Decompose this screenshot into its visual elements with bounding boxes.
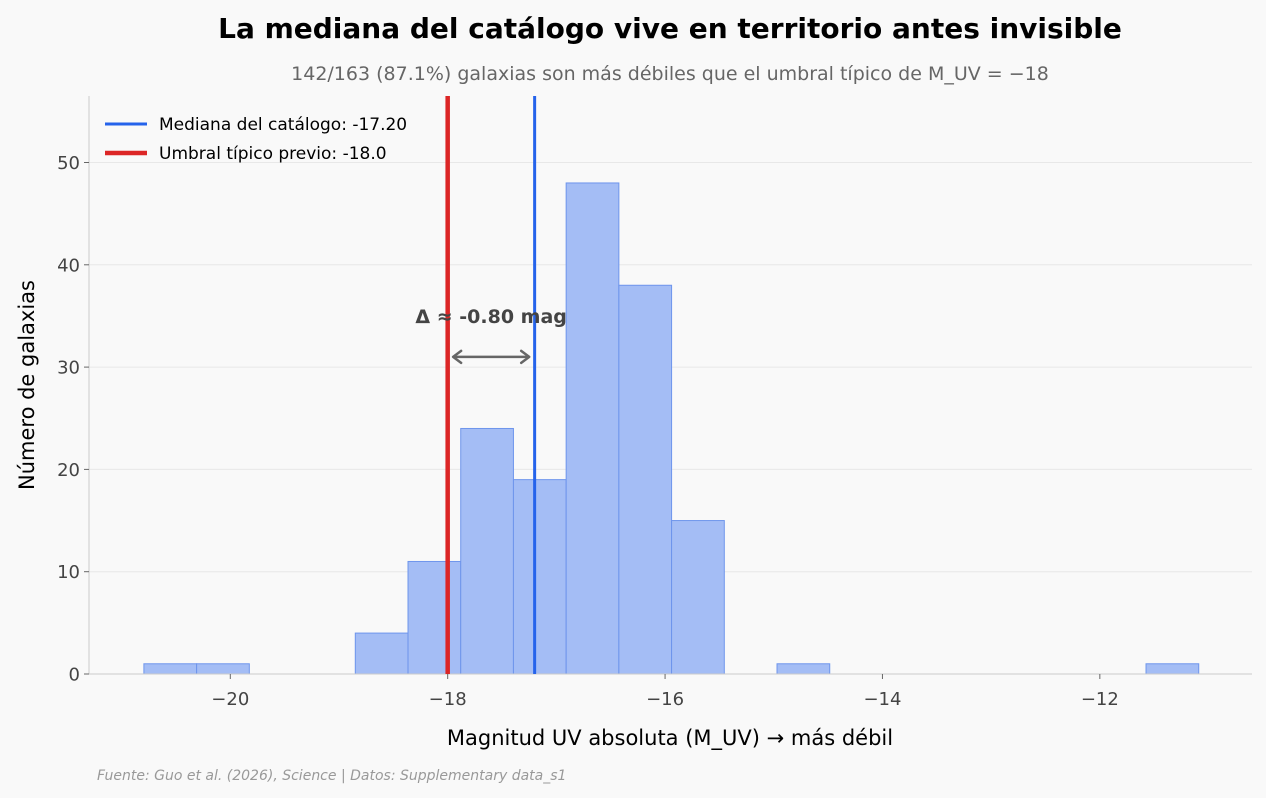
delta-arrow-head-left <box>451 349 463 365</box>
legend-entry: Umbral típico previo: -18.0 <box>159 144 387 164</box>
histogram-bar <box>354 632 409 675</box>
histogram-bar <box>618 284 673 675</box>
histogram-bar <box>196 663 250 675</box>
y-tick-label: 50 <box>57 153 80 174</box>
x-tick-label: −18 <box>429 689 467 710</box>
x-tick-label: −16 <box>646 689 684 710</box>
x-tick-label: −20 <box>211 689 249 710</box>
y-tick-label: 10 <box>57 562 80 583</box>
axes <box>88 96 1252 675</box>
chart-subtitle: 142/163 (87.1%) galaxias son más débiles… <box>291 63 1049 85</box>
histogram-bar <box>776 663 831 675</box>
delta-annotation: Δ ≈ -0.80 mag <box>415 306 567 365</box>
chart-title: La mediana del catálogo vive en territor… <box>218 12 1122 45</box>
histogram-bar <box>407 560 462 675</box>
histogram-bars <box>143 182 1200 675</box>
legend: Mediana del catálogo: -17.20 Umbral típic… <box>105 115 407 164</box>
reference-lines <box>445 96 537 674</box>
x-tick-label: −12 <box>1081 689 1119 710</box>
ticks: −20 −18 −16 −14 −12 0 10 20 30 40 50 <box>57 153 1119 710</box>
histogram-bar <box>1145 663 1200 675</box>
delta-arrow-head-right <box>519 349 531 365</box>
y-tick-label: 0 <box>69 665 80 686</box>
y-axis-label: Número de galaxias <box>15 280 39 490</box>
y-tick-label: 40 <box>57 255 80 276</box>
y-tick-label: 20 <box>57 460 80 481</box>
x-axis-label: Magnitud UV absoluta (M_UV) → más débil <box>447 726 893 751</box>
histogram-bar <box>460 427 514 675</box>
x-tick-label: −14 <box>863 689 901 710</box>
histogram-bar <box>565 182 620 675</box>
legend-entry: Mediana del catálogo: -17.20 <box>159 115 407 135</box>
y-tick-label: 30 <box>57 358 80 379</box>
source-note: Fuente: Guo et al. (2026), Science | Dat… <box>97 768 566 784</box>
histogram-bar <box>512 479 567 675</box>
delta-label: Δ ≈ -0.80 mag <box>415 306 566 328</box>
histogram-bar <box>143 663 198 675</box>
histogram-bar <box>671 520 725 675</box>
